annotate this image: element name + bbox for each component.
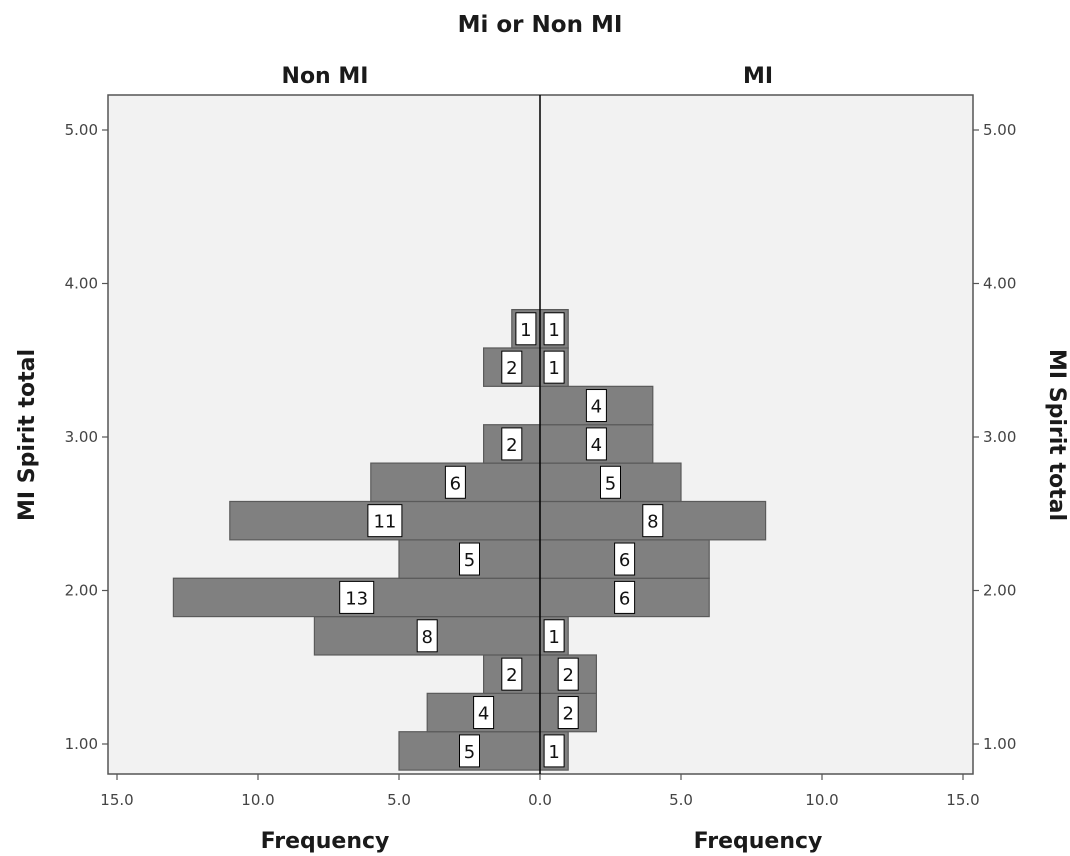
data-label-box-left-2 bbox=[501, 657, 523, 691]
data-label-right-4: 6 bbox=[619, 588, 630, 609]
data-label-right-3: 1 bbox=[548, 627, 559, 648]
x-axis-label-left: Frequency bbox=[261, 829, 390, 854]
data-label-box-left-7 bbox=[444, 465, 466, 499]
data-label-right-6: 8 bbox=[647, 512, 658, 533]
data-label-right-7: 5 bbox=[605, 473, 616, 494]
data-label-right-2: 2 bbox=[562, 665, 573, 686]
x-axis-label-right: Frequency bbox=[694, 829, 823, 854]
y-ticks-left: 1.00 2.00 3.00 4.00 5.00 bbox=[65, 121, 108, 753]
data-label-box-left-0 bbox=[459, 734, 480, 768]
data-label-right-5: 6 bbox=[619, 550, 630, 571]
data-label-box-left-4 bbox=[339, 580, 375, 614]
y-tick-label-right: 5.00 bbox=[983, 121, 1016, 139]
x-tick-label-left-10.0: 10.0 bbox=[241, 791, 274, 809]
data-label-left-6: 11 bbox=[373, 512, 396, 533]
y-tick-label-left: 5.00 bbox=[65, 121, 98, 139]
data-label-right-9: 4 bbox=[591, 397, 602, 418]
y-ticks-right: 1.00 2.00 3.00 4.00 5.00 bbox=[973, 121, 1016, 753]
data-label-box-left-3 bbox=[416, 619, 438, 653]
x-tick-label-right-10.0: 10.0 bbox=[805, 791, 838, 809]
panel-title-left: Non MI bbox=[282, 64, 369, 89]
data-label-box-left-6 bbox=[367, 504, 403, 538]
data-label-left-11: 1 bbox=[520, 320, 531, 341]
panel-title-right: MI bbox=[743, 64, 773, 89]
data-label-box-right-5 bbox=[614, 542, 636, 576]
data-label-box-left-8 bbox=[501, 427, 523, 461]
y-axis-label-left: MI Spirit total bbox=[15, 349, 40, 521]
y-tick-label-right: 3.00 bbox=[983, 428, 1016, 446]
data-label-box-right-2 bbox=[557, 657, 579, 691]
data-label-box-left-5 bbox=[459, 542, 480, 576]
y-tick-label-left: 3.00 bbox=[65, 428, 98, 446]
x-tick-label-left-15.0: 15.0 bbox=[100, 791, 133, 809]
data-label-box-right-6 bbox=[642, 504, 664, 538]
y-tick-label-left: 2.00 bbox=[65, 582, 98, 600]
x-ticks: 15.0 10.0 5.0 0.0 5.0 10.0 15.0 bbox=[100, 774, 980, 809]
data-label-box-right-3 bbox=[543, 619, 565, 653]
data-label-left-3: 8 bbox=[421, 627, 432, 648]
data-label-left-8: 2 bbox=[506, 435, 517, 456]
data-label-box-right-7 bbox=[600, 465, 621, 499]
data-label-left-1: 4 bbox=[478, 704, 489, 725]
data-label-left-7: 6 bbox=[450, 473, 461, 494]
x-tick-label-right-15.0: 15.0 bbox=[946, 791, 979, 809]
data-label-box-right-1 bbox=[557, 696, 579, 730]
y-tick-label-left: 1.00 bbox=[65, 735, 98, 753]
y-tick-label-right: 2.00 bbox=[983, 582, 1016, 600]
data-label-box-left-10 bbox=[501, 350, 523, 384]
data-label-box-left-11 bbox=[515, 312, 537, 346]
x-tick-label-right-5.0: 5.0 bbox=[669, 791, 693, 809]
data-label-left-5: 5 bbox=[464, 550, 475, 571]
data-label-box-right-4 bbox=[614, 580, 636, 614]
data-label-right-1: 2 bbox=[562, 704, 573, 725]
data-label-box-left-1 bbox=[473, 696, 495, 730]
data-label-left-0: 5 bbox=[464, 742, 475, 763]
chart-title: Mi or Non MI bbox=[458, 12, 623, 38]
y-tick-label-left: 4.00 bbox=[65, 275, 98, 293]
y-axis-label-right: MI Spirit total bbox=[1044, 349, 1069, 521]
data-label-right-0: 1 bbox=[548, 742, 559, 763]
data-label-right-11: 1 bbox=[548, 320, 559, 341]
data-label-right-8: 4 bbox=[591, 435, 602, 456]
data-label-left-10: 2 bbox=[506, 358, 517, 379]
y-tick-label-right: 4.00 bbox=[983, 275, 1016, 293]
x-tick-label-left-0.0: 0.0 bbox=[528, 791, 552, 809]
data-label-left-2: 2 bbox=[506, 665, 517, 686]
x-tick-label-left-5.0: 5.0 bbox=[387, 791, 411, 809]
data-label-box-right-11 bbox=[543, 312, 565, 346]
data-label-box-right-8 bbox=[585, 427, 607, 461]
data-label-box-right-0 bbox=[543, 734, 565, 768]
data-label-box-right-9 bbox=[585, 389, 607, 423]
data-label-right-10: 1 bbox=[548, 358, 559, 379]
data-label-box-right-10 bbox=[543, 350, 565, 384]
y-tick-label-right: 1.00 bbox=[983, 735, 1016, 753]
data-label-left-4: 13 bbox=[345, 588, 368, 609]
